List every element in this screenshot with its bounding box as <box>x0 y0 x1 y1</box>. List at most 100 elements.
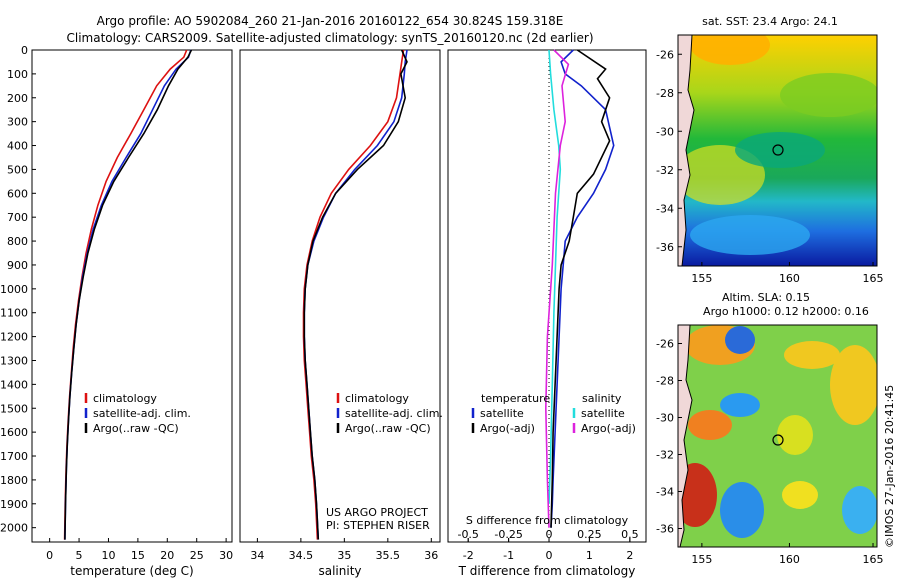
depth-tick-label: 1500 <box>0 402 28 415</box>
difference-legend: temperature satellite Argo(-adj) salinit… <box>471 392 636 435</box>
sst-mid-patch <box>780 73 877 117</box>
sla-yellow-patch-4 <box>782 481 818 509</box>
series-line-temperature-argo-adj- <box>550 49 611 528</box>
sla-map-title-2: Argo h1000: 0.12 h2000: 0.16 <box>703 305 869 318</box>
p1-x-tick-label: 10 <box>101 549 115 562</box>
p1-x-tick-label: 0 <box>46 549 53 562</box>
legend-title-salinity: salinity <box>582 392 622 405</box>
p2-x-tick-label: 34 <box>250 549 264 562</box>
sst-map-axes: -26 -28 -30 -32 -34 -36 155 160 165 <box>656 48 883 285</box>
sla-blue-patch-top <box>725 326 755 354</box>
legend-label-climatology: climatology <box>345 392 409 405</box>
p1-x-tick-label: 15 <box>131 549 145 562</box>
p2-x-tick-label: 35.5 <box>376 549 401 562</box>
legend-label-argo: Argo(..raw -QC) <box>93 422 179 435</box>
legend-label-temp-argo: Argo(-adj) <box>480 422 535 435</box>
map-lon-label: 160 <box>779 272 800 285</box>
p1-x-tick-label: 25 <box>190 549 204 562</box>
map-lat-label: -32 <box>656 449 674 462</box>
depth-tick-label: 1100 <box>0 307 28 320</box>
map-lat-label: -26 <box>656 48 674 61</box>
p3-x2-tick-label: -0.25 <box>494 528 522 541</box>
sst-warm-patch <box>690 35 770 65</box>
depth-tick-label: 2000 <box>0 522 28 535</box>
sla-orange-patch-2 <box>688 410 732 440</box>
depth-tick-label: 1600 <box>0 426 28 439</box>
sst-argo-location-marker <box>772 144 784 156</box>
t-difference-xlabel: T difference from climatology <box>458 564 636 578</box>
legend-label-sal-satellite: satellite <box>581 407 625 420</box>
map-lat-label: -28 <box>656 375 674 388</box>
depth-tick-label: 1800 <box>0 474 28 487</box>
sst-map: sat. SST: 23.4 Argo: 24.1 -26 -28 -30 -32 -3… <box>656 15 883 285</box>
p3-x2-tick-label: -0.5 <box>457 528 478 541</box>
salinity-x-axis: 34 34.5 35 35.5 36 <box>250 538 438 562</box>
series-line-climatology <box>302 49 405 540</box>
sla-map: Altim. SLA: 0.15 Argo h1000: 0.12 h2000:… <box>656 291 883 566</box>
map-lat-label: -36 <box>656 523 674 536</box>
map-lat-label: -32 <box>656 164 674 177</box>
p1-x-tick-label: 5 <box>76 549 83 562</box>
depth-tick-label: 500 <box>7 163 28 176</box>
salinity-panel: 34 34.5 35 35.5 36 salinity climatology sate… <box>239 49 443 578</box>
p3-x-tick-label: -2 <box>463 549 474 562</box>
sst-teal-patch <box>735 132 825 168</box>
p2-x-tick-label: 34.5 <box>289 549 314 562</box>
p3-x-tick-label: 2 <box>626 549 633 562</box>
depth-axis: 0 100 200 300 400 500 600 700 800 900 1000 1100 1200… <box>0 44 36 535</box>
sla-red-patch <box>678 463 717 527</box>
map-lon-label: 165 <box>863 553 884 566</box>
sla-argo-location-marker <box>772 434 784 446</box>
sla-map-axes: -26 -28 -30 -32 -34 -36 155 160 165 <box>656 338 883 567</box>
map-lat-label: -36 <box>656 241 674 254</box>
legend-label-temp-satellite: satellite <box>480 407 524 420</box>
title-line-1: Argo profile: AO 5902084_260 21-Jan-2016… <box>97 14 564 28</box>
pi-annotation: PI: STEPHEN RISER <box>326 519 430 532</box>
map-lat-label: -34 <box>656 486 674 499</box>
s-difference-xlabel: S difference from climatology <box>466 514 629 527</box>
sst-blue-patch <box>690 215 810 255</box>
temperature-legend: climatology satellite-adj. clim. Argo(..… <box>84 392 191 435</box>
sst-map-title: sat. SST: 23.4 Argo: 24.1 <box>702 15 838 28</box>
depth-tick-label: 800 <box>7 235 28 248</box>
legend-label-satellite: satellite-adj. clim. <box>93 407 191 420</box>
sla-map-frame <box>677 324 878 548</box>
map-lon-label: 165 <box>863 272 884 285</box>
legend-label-sal-argo: Argo(-adj) <box>581 422 636 435</box>
depth-tick-label: 400 <box>7 140 28 153</box>
p3-x2-tick-label: 0.25 <box>577 528 602 541</box>
p3-x2-tick-label: 0.5 <box>621 528 639 541</box>
map-lat-label: -30 <box>656 125 674 138</box>
series-line-salinity-satellite <box>548 49 562 504</box>
salinity-axes-frame <box>239 49 441 543</box>
legend-label-climatology: climatology <box>93 392 157 405</box>
project-annotation: US ARGO PROJECT <box>326 506 428 519</box>
depth-tick-label: 100 <box>7 68 28 81</box>
depth-tick-label: 1300 <box>0 354 28 367</box>
temperature-lines <box>63 49 193 540</box>
sla-yellow-patch-1 <box>784 341 840 369</box>
p3-x-tick-label: -1 <box>503 549 514 562</box>
map-lon-label: 155 <box>691 272 712 285</box>
p1-x-tick-label: 20 <box>160 549 174 562</box>
temperature-axes-frame <box>31 49 233 543</box>
p3-x-tick-label: 1 <box>586 549 593 562</box>
depth-tick-label: 0 <box>21 44 28 57</box>
map-lat-label: -26 <box>656 338 674 351</box>
salinity-legend: climatology satellite-adj. clim. Argo(..… <box>336 392 443 435</box>
map-lon-label: 160 <box>779 553 800 566</box>
series-line-salinity-argo-adj- <box>544 49 570 528</box>
depth-tick-label: 700 <box>7 211 28 224</box>
sla-blue-patch-mid <box>720 393 760 417</box>
map-lat-label: -34 <box>656 202 674 215</box>
sla-map-title-1: Altim. SLA: 0.15 <box>722 291 810 304</box>
legend-title-temperature: temperature <box>481 392 550 405</box>
temperature-x-axis: 0 5 10 15 20 25 30 <box>46 538 233 562</box>
map-lat-label: -28 <box>656 87 674 100</box>
depth-tick-label: 600 <box>7 187 28 200</box>
sla-blue-patch-low <box>720 482 764 538</box>
imos-footer: ©IMOS 27-Jan-2016 20:41:45 <box>883 385 896 548</box>
p1-x-tick-label: 30 <box>219 549 233 562</box>
p2-x-tick-label: 35 <box>337 549 351 562</box>
